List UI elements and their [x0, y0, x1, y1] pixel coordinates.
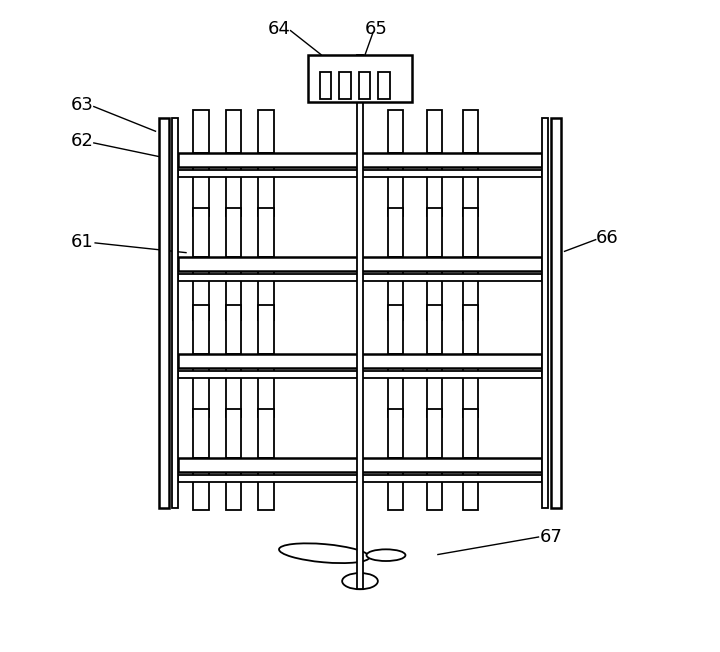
- Bar: [225, 167, 241, 216]
- Bar: [462, 472, 478, 510]
- Bar: [178, 153, 542, 167]
- Bar: [427, 368, 443, 417]
- Bar: [551, 118, 562, 508]
- Text: 63: 63: [71, 96, 94, 114]
- Bar: [193, 409, 209, 458]
- Bar: [356, 55, 364, 589]
- Bar: [178, 372, 542, 378]
- Text: 67: 67: [540, 528, 563, 546]
- Bar: [462, 110, 478, 153]
- Bar: [193, 110, 209, 153]
- Bar: [427, 305, 443, 354]
- Text: 61: 61: [71, 233, 94, 250]
- Bar: [359, 72, 370, 98]
- Bar: [462, 167, 478, 216]
- Text: 65: 65: [365, 20, 387, 38]
- Bar: [388, 110, 403, 153]
- Bar: [427, 409, 443, 458]
- Bar: [178, 274, 542, 280]
- Bar: [388, 409, 403, 458]
- Bar: [427, 472, 443, 510]
- Bar: [193, 167, 209, 216]
- Ellipse shape: [342, 573, 378, 589]
- Bar: [462, 208, 478, 256]
- Bar: [388, 208, 403, 256]
- Bar: [225, 208, 241, 256]
- Ellipse shape: [366, 550, 405, 561]
- Bar: [258, 167, 274, 216]
- Bar: [258, 305, 274, 354]
- Bar: [388, 167, 403, 216]
- Bar: [225, 271, 241, 319]
- Bar: [462, 305, 478, 354]
- Text: 62: 62: [71, 132, 94, 150]
- Bar: [258, 409, 274, 458]
- Bar: [427, 167, 443, 216]
- Bar: [158, 118, 169, 508]
- Bar: [193, 472, 209, 510]
- Bar: [388, 305, 403, 354]
- Bar: [427, 110, 443, 153]
- Bar: [193, 208, 209, 256]
- Text: 66: 66: [595, 230, 618, 247]
- Bar: [225, 368, 241, 417]
- Bar: [193, 271, 209, 319]
- Bar: [178, 458, 542, 472]
- Bar: [178, 256, 542, 271]
- Bar: [542, 118, 548, 508]
- Bar: [225, 409, 241, 458]
- Text: 64: 64: [267, 20, 290, 38]
- Bar: [462, 409, 478, 458]
- Bar: [225, 472, 241, 510]
- Bar: [193, 368, 209, 417]
- Bar: [388, 368, 403, 417]
- Bar: [258, 208, 274, 256]
- Bar: [225, 110, 241, 153]
- Bar: [193, 305, 209, 354]
- Bar: [258, 368, 274, 417]
- Bar: [178, 475, 542, 482]
- Bar: [178, 170, 542, 177]
- Bar: [258, 472, 274, 510]
- Bar: [308, 55, 412, 102]
- Bar: [462, 271, 478, 319]
- Bar: [378, 72, 390, 98]
- Bar: [388, 271, 403, 319]
- Bar: [258, 110, 274, 153]
- Ellipse shape: [279, 543, 369, 563]
- Bar: [427, 271, 443, 319]
- Bar: [339, 72, 351, 98]
- Bar: [225, 305, 241, 354]
- Bar: [178, 354, 542, 368]
- Bar: [427, 208, 443, 256]
- Bar: [320, 72, 331, 98]
- Bar: [388, 472, 403, 510]
- Bar: [172, 118, 178, 508]
- Bar: [462, 368, 478, 417]
- Bar: [258, 271, 274, 319]
